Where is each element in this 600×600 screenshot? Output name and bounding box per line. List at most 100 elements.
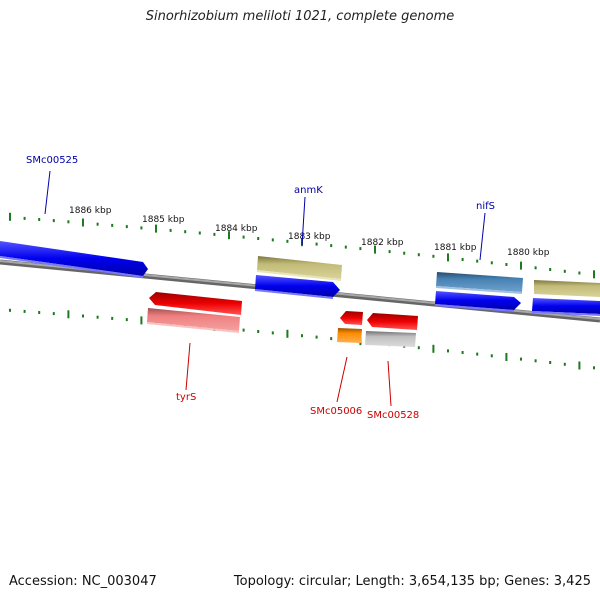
minor-tick — [417, 346, 420, 350]
minor-tick — [359, 247, 362, 251]
reverse-scale-ticks — [9, 308, 595, 370]
minor-tick — [505, 263, 508, 266]
minor-tick — [96, 222, 99, 226]
minor-tick — [315, 335, 318, 339]
minor-tick — [271, 331, 274, 335]
scale-label-1881: 1881 kbp — [434, 243, 477, 253]
gene-label-smc05006: SMc05006 — [310, 406, 362, 417]
minor-tick — [213, 232, 216, 236]
major-tick — [578, 361, 581, 370]
minor-tick — [96, 315, 99, 319]
gene-smc-blue-2[interactable] — [435, 291, 521, 312]
minor-tick — [520, 357, 522, 361]
minor-tick — [330, 244, 333, 248]
minor-tick — [301, 334, 303, 338]
genome-title: Sinorhizobium meliloti 1021, complete ge… — [145, 9, 455, 24]
gene-smc-blue-1[interactable] — [255, 275, 340, 299]
gene-label-nifs: nifS — [476, 201, 495, 212]
forward-scale-ticks — [9, 212, 595, 279]
scale-label-1884: 1884 kbp — [215, 224, 258, 234]
label-leaders — [44, 170, 486, 407]
gene-smc00528[interactable] — [367, 313, 418, 330]
minor-tick — [257, 237, 260, 240]
gene-khaki-right[interactable] — [534, 280, 600, 297]
minor-tick — [169, 228, 172, 232]
minor-tick — [257, 330, 260, 333]
minor-tick — [461, 351, 464, 354]
minor-tick — [432, 254, 435, 258]
minor-tick — [184, 230, 187, 234]
gene-anmk[interactable] — [257, 256, 342, 281]
minor-tick — [578, 271, 581, 275]
minor-tick — [23, 309, 26, 313]
minor-tick — [593, 366, 595, 370]
gene-label-smc00528: SMc00528 — [367, 410, 419, 421]
major-tick — [520, 261, 522, 270]
major-tick — [9, 212, 11, 221]
minor-tick — [388, 250, 391, 254]
minor-tick — [242, 328, 245, 332]
minor-tick — [140, 226, 143, 230]
gene-labels: SMc00525 anmK nifS tyrS SMc05006 SMc0052… — [26, 155, 495, 421]
minor-tick — [82, 314, 84, 318]
gene-blue-right[interactable] — [532, 298, 600, 316]
minor-tick — [67, 220, 70, 224]
major-tick — [593, 270, 595, 279]
minor-tick — [125, 225, 128, 229]
gene-smc00525[interactable] — [0, 241, 148, 278]
major-tick — [155, 224, 157, 233]
minor-tick — [534, 359, 537, 363]
scale-label-1880: 1880 kbp — [507, 248, 550, 258]
accession-text: Accession: NC_003047 — [9, 574, 157, 589]
major-tick — [447, 253, 449, 262]
minor-tick — [52, 219, 55, 223]
major-tick — [82, 218, 84, 227]
minor-tick — [38, 218, 41, 221]
minor-tick — [271, 238, 274, 242]
minor-tick — [9, 308, 11, 312]
minor-tick — [447, 349, 449, 353]
scale-label-1886: 1886 kbp — [69, 206, 112, 216]
minor-tick — [549, 361, 552, 364]
minor-tick — [330, 337, 333, 341]
gene-nifs[interactable] — [436, 272, 523, 294]
minor-tick — [23, 216, 26, 220]
minor-tick — [490, 261, 493, 265]
minor-tick — [563, 362, 566, 366]
major-tick — [505, 353, 508, 361]
gene-label-smc00525: SMc00525 — [26, 155, 78, 166]
gene-gray[interactable] — [365, 331, 416, 347]
minor-tick — [476, 259, 479, 263]
major-tick — [432, 344, 435, 353]
minor-tick — [111, 223, 114, 227]
major-tick — [67, 310, 70, 319]
gene-smc05006[interactable] — [340, 311, 363, 325]
gene-pink[interactable] — [147, 308, 240, 333]
minor-tick — [403, 251, 406, 255]
scale-label-1885: 1885 kbp — [142, 215, 185, 225]
minor-tick — [549, 268, 552, 271]
major-tick — [374, 245, 376, 254]
minor-tick — [52, 312, 55, 316]
minor-tick — [476, 352, 479, 356]
minor-tick — [111, 316, 114, 320]
scale-label-1882: 1882 kbp — [361, 238, 404, 248]
scale-label-1883: 1883 kbp — [288, 232, 331, 242]
genome-summary-text: Topology: circular; Length: 3,654,135 bp… — [233, 574, 591, 589]
minor-tick — [417, 253, 420, 257]
minor-tick — [563, 269, 566, 273]
minor-tick — [534, 266, 537, 270]
major-tick — [228, 231, 230, 240]
major-tick — [140, 316, 143, 325]
minor-tick — [344, 245, 347, 249]
minor-tick — [315, 242, 318, 246]
minor-tick — [490, 354, 493, 358]
major-tick — [286, 329, 289, 338]
gene-orange[interactable] — [337, 328, 362, 343]
minor-tick — [125, 318, 128, 322]
minor-tick — [286, 239, 289, 243]
gene-tyrs[interactable] — [149, 292, 242, 315]
gene-label-tyrs: tyrS — [176, 392, 196, 403]
